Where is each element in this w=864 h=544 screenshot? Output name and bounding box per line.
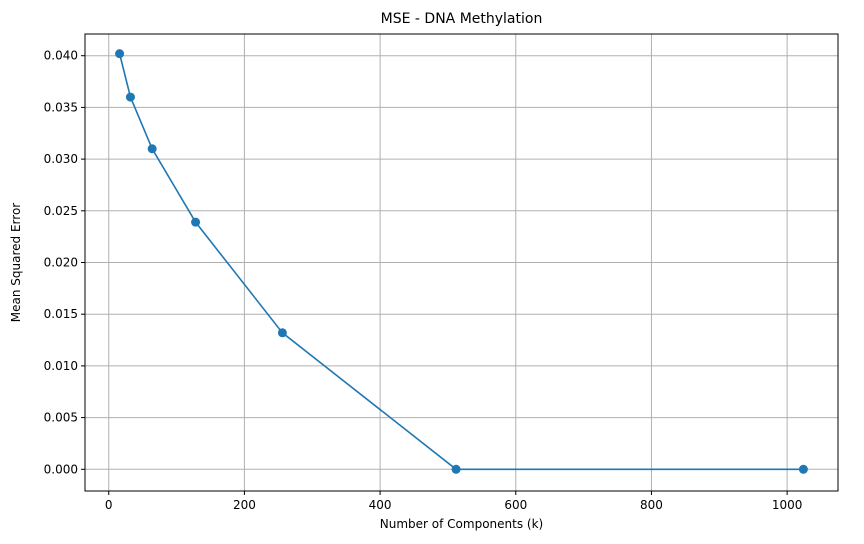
y-tick-label: 0.010: [44, 359, 78, 373]
chart-title: MSE - DNA Methylation: [381, 11, 543, 27]
x-tick-label: 200: [233, 498, 256, 512]
x-tick-label: 0: [105, 498, 113, 512]
x-axis-label: Number of Components (k): [380, 517, 543, 531]
y-tick-label: 0.035: [44, 100, 78, 114]
data-point: [115, 49, 125, 59]
x-tick-label: 1000: [772, 498, 803, 512]
data-point: [125, 92, 135, 102]
y-tick-label: 0.000: [44, 462, 78, 476]
y-tick-label: 0.030: [44, 152, 78, 166]
x-tick-label: 600: [504, 498, 527, 512]
grid: [85, 34, 838, 491]
data-point: [451, 464, 461, 474]
x-tick-label: 400: [369, 498, 392, 512]
ticks: 0 200 400 600 800 1000 0.000 0.005 0.010 0.015 0.0…: [44, 49, 803, 512]
y-tick-label: 0.040: [44, 49, 78, 63]
y-tick-label: 0.005: [44, 411, 78, 425]
y-tick-label: 0.020: [44, 256, 78, 270]
data-point: [277, 328, 287, 338]
data-point: [191, 217, 201, 227]
series-line: [118, 53, 804, 471]
series-layer: [115, 49, 808, 474]
data-point: [147, 144, 157, 154]
x-tick-label: 800: [640, 498, 663, 512]
y-axis-label: Mean Squared Error: [9, 203, 23, 323]
y-tick-label: 0.025: [44, 204, 78, 218]
data-point: [798, 464, 808, 474]
y-tick-label: 0.015: [44, 307, 78, 321]
